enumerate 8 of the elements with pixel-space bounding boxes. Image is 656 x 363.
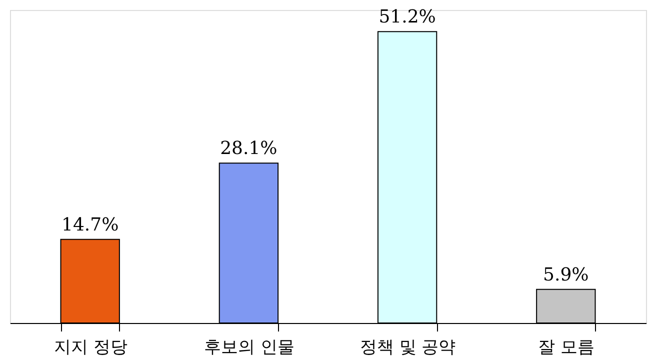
x-tick-label: 정책 및 공약 bbox=[360, 338, 456, 358]
x-tick-label: 후보의 인물 bbox=[204, 338, 294, 358]
data-label: 28.1% bbox=[220, 138, 278, 160]
data-label: 14.7% bbox=[62, 214, 119, 236]
data-label: 51.2% bbox=[378, 6, 436, 28]
x-tick-label: 지지 정당 bbox=[54, 338, 128, 358]
x-tick-label: 잘 모름 bbox=[538, 338, 595, 358]
data-label: 5.9% bbox=[543, 264, 589, 286]
